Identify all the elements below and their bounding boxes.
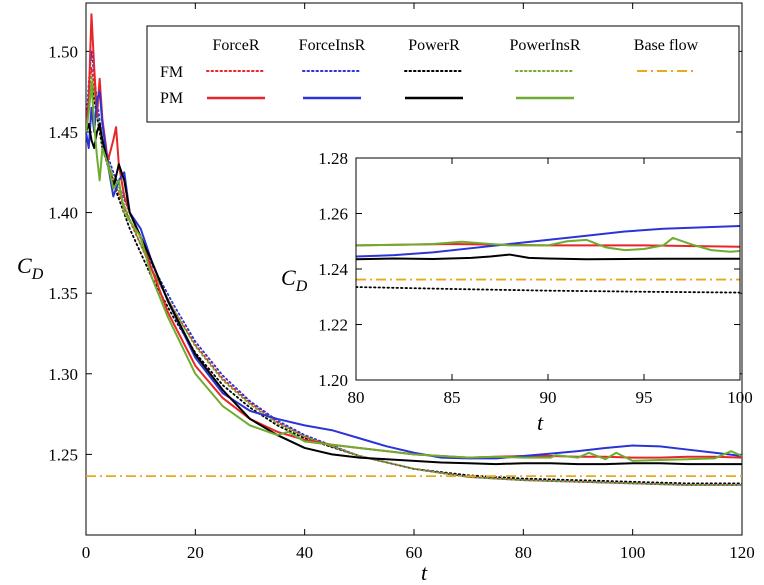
inset-xtick-label: 100 — [727, 388, 753, 407]
main-ytick-label: 1.50 — [48, 42, 78, 61]
main-xtick-label: 80 — [515, 543, 532, 562]
main-ylabel: CD — [17, 253, 44, 283]
legend-row-pm: PM — [160, 90, 183, 107]
inset-xtick-label: 80 — [348, 388, 365, 407]
main-ytick-label: 1.45 — [48, 123, 78, 142]
main-ylabel-main: C — [17, 253, 32, 278]
inset-series-pm-forceinsr — [356, 224, 740, 258]
inset-ytick-label: 1.26 — [318, 205, 348, 224]
inset-xtick-label: 90 — [540, 388, 557, 407]
inset-series-group — [356, 224, 740, 294]
inset-ytick-label: 1.22 — [318, 316, 348, 335]
main-ylabel-sub: D — [31, 266, 44, 283]
inset-plot-area — [356, 224, 740, 294]
inset-xlabel: t — [537, 410, 544, 435]
legend-col-forceinsr: ForceInsR — [299, 37, 366, 54]
legend-col-baseflow: Base flow — [634, 37, 699, 54]
inset-ylabel: CD — [281, 265, 308, 295]
main-xlabel: t — [421, 560, 428, 585]
inset-xtick-label: 95 — [636, 388, 653, 407]
main-series-pm-powerinsr — [86, 82, 742, 462]
main-xtick-label: 120 — [729, 543, 755, 562]
inset-series-pm-powerr — [356, 253, 740, 261]
main-ticks: 0 20 40 60 80 100 120 1.25 1.30 1.35 1.40 1.45 1.50 — [48, 3, 755, 562]
inset-ticks: 80 85 90 95 100 1.20 1.22 1.24 1.26 1.28 — [318, 149, 753, 407]
main-series-pm-powerr — [86, 122, 742, 466]
inset-xtick-label: 85 — [444, 388, 461, 407]
inset-background — [356, 158, 740, 380]
legend-row-fm: FM — [160, 64, 183, 81]
main-xtick-label: 40 — [296, 543, 313, 562]
inset-ytick-label: 1.20 — [318, 371, 348, 390]
legend-col-powerinsr: PowerInsR — [509, 37, 580, 54]
inset-series-fm-fm — [356, 286, 740, 294]
main-series-group — [86, 13, 742, 486]
main-xtick-label: 0 — [82, 543, 91, 562]
inset-series-pm-powerinsr — [356, 236, 740, 253]
main-xtick-label: 100 — [620, 543, 646, 562]
legend-swatches — [206, 70, 695, 100]
legend-col-forcer: ForceR — [212, 37, 259, 54]
main-ytick-label: 1.35 — [48, 284, 78, 303]
main-series-fm-powerr — [86, 82, 742, 485]
main-xtick-label: 20 — [187, 543, 204, 562]
inset-ylabel-sub: D — [295, 278, 308, 295]
inset-ytick-label: 1.24 — [318, 260, 348, 279]
legend-box — [146, 25, 740, 123]
main-plot-area — [86, 13, 742, 486]
main-ytick-label: 1.25 — [48, 445, 78, 464]
main-ytick-label: 1.30 — [48, 365, 78, 384]
main-xtick-label: 60 — [406, 543, 423, 562]
main-series-fm-powerinsr — [86, 74, 742, 486]
main-series-pm-forceinsr — [86, 90, 742, 460]
legend: ForceR ForceInsR PowerR PowerInsR Base f… — [146, 25, 740, 123]
main-series-fm-forceinsr — [86, 50, 742, 486]
legend-col-powerr: PowerR — [408, 37, 460, 54]
inset-ylabel-main: C — [281, 265, 296, 290]
inset-ytick-label: 1.28 — [318, 149, 348, 168]
main-ytick-label: 1.40 — [48, 204, 78, 223]
